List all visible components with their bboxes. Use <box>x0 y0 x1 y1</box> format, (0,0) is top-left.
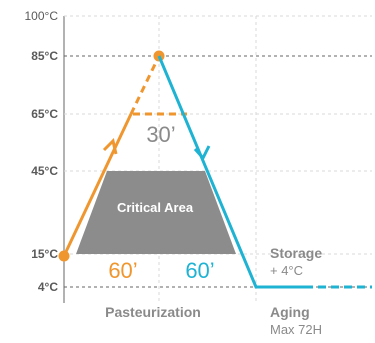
tick-label-15: 15°C <box>31 247 58 261</box>
cooling-line <box>157 55 305 289</box>
heating-arrow-icon <box>102 138 118 155</box>
storage-temp-label: + 4°C <box>270 263 303 278</box>
cooling-duration-label: 60’ <box>185 258 214 283</box>
tick-label-45: 45°C <box>31 164 58 178</box>
heating-line <box>62 113 133 257</box>
aging-duration-label: Max 72H <box>270 322 322 337</box>
tick-label-100: 100°C <box>25 9 59 23</box>
heating-line-dashed <box>129 55 161 115</box>
pasteurization-label: Pasteurization <box>105 304 201 320</box>
tick-label-85: 85°C <box>31 49 58 63</box>
heating-duration-label: 60’ <box>108 258 137 283</box>
storage-label: Storage <box>270 245 322 261</box>
hold-duration-label: 30’ <box>146 122 175 147</box>
tick-label-4: 4°C <box>38 280 58 294</box>
critical-area-shape <box>76 171 236 254</box>
tick-label-65: 65°C <box>31 107 58 121</box>
critical-area-label: Critical Area <box>117 200 194 215</box>
heating-start-point <box>58 250 70 262</box>
aging-label: Aging <box>270 304 310 320</box>
cooling-arrow-icon <box>193 145 211 161</box>
